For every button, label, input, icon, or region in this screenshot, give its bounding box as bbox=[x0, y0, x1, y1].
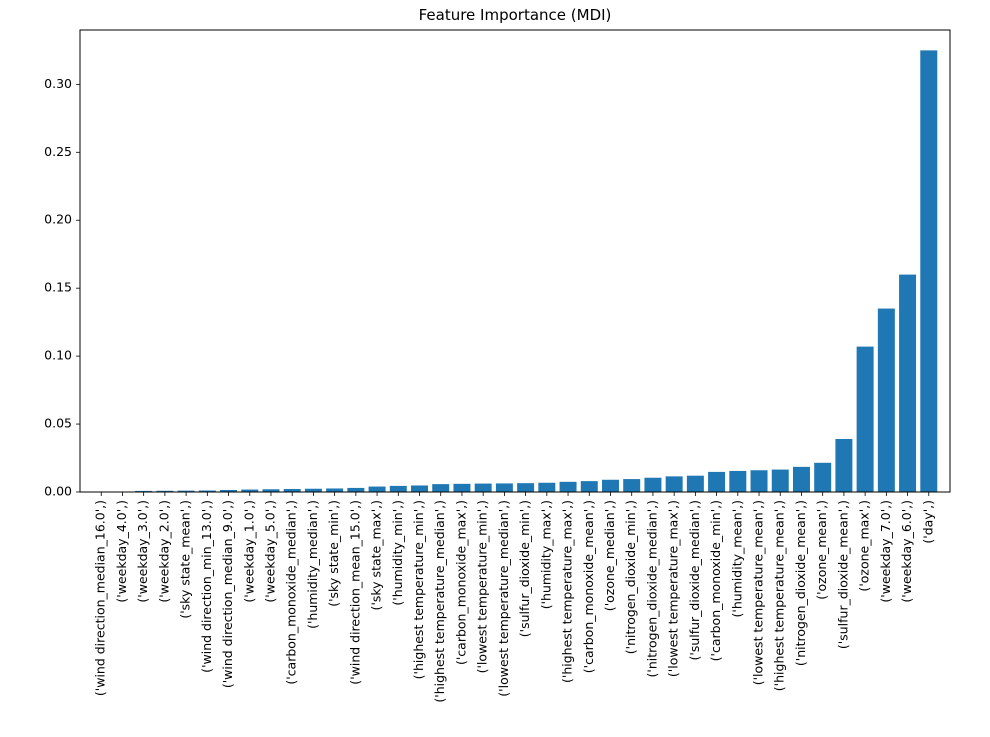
x-tick-label: ('wind direction_median_16.0',) bbox=[93, 500, 108, 696]
bar bbox=[474, 483, 492, 492]
bar bbox=[814, 462, 832, 492]
bar bbox=[686, 475, 704, 492]
y-tick-label: 0.10 bbox=[44, 348, 72, 363]
x-tick-label: ('weekday_3.0',) bbox=[135, 500, 150, 603]
x-tick-label: ('wind direction_median_9.0',) bbox=[220, 500, 235, 688]
bar bbox=[644, 477, 662, 492]
x-tick-label: ('wind direction_mean_15.0',) bbox=[347, 500, 362, 685]
bar bbox=[495, 483, 513, 492]
x-tick-label: ('sulfur_dioxide_mean',) bbox=[835, 500, 850, 649]
y-axis: 0.00 0.05 0.10 0.15 0.20 0.25 0.30 bbox=[44, 76, 80, 499]
bar bbox=[665, 476, 683, 492]
y-tick-label: 0.05 bbox=[44, 416, 72, 431]
bar bbox=[156, 490, 174, 492]
x-tick-label: ('wind direction_min_13.0',) bbox=[199, 500, 214, 673]
chart-title: Feature Importance (MDI) bbox=[418, 6, 612, 24]
x-tick-label: ('weekday_5.0',) bbox=[262, 500, 277, 603]
bar bbox=[326, 488, 344, 492]
bar bbox=[283, 489, 301, 492]
x-tick-label: ('sky state_min',) bbox=[326, 500, 341, 607]
x-tick-label: ('carbon_monoxide_mean',) bbox=[581, 500, 596, 673]
x-tick-label: ('weekday_4.0',) bbox=[114, 500, 129, 603]
x-tick-label: ('carbon_monoxide_max',) bbox=[453, 500, 468, 665]
bar bbox=[411, 485, 428, 492]
x-tick-label: ('lowest temperature_min',) bbox=[475, 500, 490, 673]
x-tick-label: ('lowest temperature_max',) bbox=[666, 500, 681, 677]
bar bbox=[899, 274, 917, 492]
bar bbox=[241, 489, 259, 492]
x-tick-label: ('ozone_median',) bbox=[602, 500, 617, 611]
bar bbox=[877, 308, 895, 492]
bar bbox=[750, 470, 768, 492]
x-tick-label: ('lowest temperature_median',) bbox=[496, 500, 511, 697]
bar bbox=[220, 489, 238, 492]
x-tick-label: ('highest temperature_min',) bbox=[411, 500, 426, 679]
bar bbox=[453, 483, 471, 492]
bar bbox=[538, 482, 556, 492]
bar bbox=[623, 479, 641, 492]
bar bbox=[304, 488, 322, 492]
bar bbox=[792, 466, 810, 492]
bar bbox=[262, 489, 280, 492]
bar bbox=[559, 481, 577, 492]
bar bbox=[729, 470, 747, 492]
bar bbox=[771, 469, 789, 492]
x-tick-label: ('weekday_2.0',) bbox=[156, 500, 171, 603]
x-tick-label: ('carbon_monoxide_min',) bbox=[708, 500, 723, 661]
bar bbox=[347, 487, 365, 492]
x-tick-label: ('carbon_monoxide_median',) bbox=[284, 500, 299, 685]
bars-group bbox=[92, 50, 938, 492]
y-tick-label: 0.30 bbox=[44, 76, 72, 91]
bar bbox=[177, 490, 195, 492]
y-tick-label: 0.00 bbox=[44, 484, 72, 499]
bar bbox=[389, 485, 407, 492]
y-tick-label: 0.15 bbox=[44, 280, 72, 295]
x-tick-label: ('day',) bbox=[920, 500, 935, 544]
y-tick-label: 0.25 bbox=[44, 144, 72, 159]
x-tick-label: ('humidity_median',) bbox=[305, 500, 320, 629]
bar bbox=[835, 439, 853, 492]
x-tick-label: ('lowest temperature_mean',) bbox=[751, 500, 766, 685]
x-tick-label: ('humidity_max',) bbox=[538, 500, 553, 609]
x-tick-label: ('highest temperature_max',) bbox=[560, 500, 575, 683]
x-tick-label: ('ozone_mean',) bbox=[814, 500, 829, 600]
bar bbox=[368, 486, 386, 492]
x-tick-label: ('sky state_max',) bbox=[369, 500, 384, 610]
x-tick-label: ('weekday_6.0',) bbox=[899, 500, 914, 603]
x-tick-label: ('weekday_1.0',) bbox=[241, 500, 256, 603]
x-tick-label: ('highest temperature_median',) bbox=[432, 500, 447, 703]
x-tick-label: ('nitrogen_dioxide_median',) bbox=[644, 500, 659, 677]
bar bbox=[432, 484, 450, 492]
bar bbox=[517, 483, 535, 492]
bar bbox=[135, 490, 153, 492]
bar bbox=[602, 479, 619, 492]
x-tick-label: ('highest temperature_mean',) bbox=[772, 500, 787, 691]
x-tick-label: ('nitrogen_dioxide_mean',) bbox=[793, 500, 808, 666]
bar bbox=[920, 50, 938, 492]
x-tick-label: ('humidity_min',) bbox=[390, 500, 405, 606]
bar bbox=[708, 471, 726, 492]
x-tick-label: ('weekday_7.0',) bbox=[878, 500, 893, 603]
x-tick-label: ('sulfur_dioxide_median',) bbox=[687, 500, 702, 661]
bar bbox=[856, 346, 874, 492]
y-tick-label: 0.20 bbox=[44, 212, 72, 227]
bar bbox=[580, 481, 598, 492]
plot-frame bbox=[79, 29, 951, 493]
x-tick-label: ('nitrogen_dioxide_min',) bbox=[623, 500, 638, 654]
x-tick-label: ('ozone_max',) bbox=[857, 500, 872, 592]
x-tick-label: ('humidity_mean',) bbox=[729, 500, 744, 618]
bar bbox=[198, 490, 216, 492]
x-tick-label: ('sky state_mean',) bbox=[178, 500, 193, 619]
x-tick-label: ('sulfur_dioxide_min',) bbox=[517, 500, 532, 637]
x-axis: ('wind direction_median_16.0',) ('weekday… bbox=[93, 492, 935, 703]
